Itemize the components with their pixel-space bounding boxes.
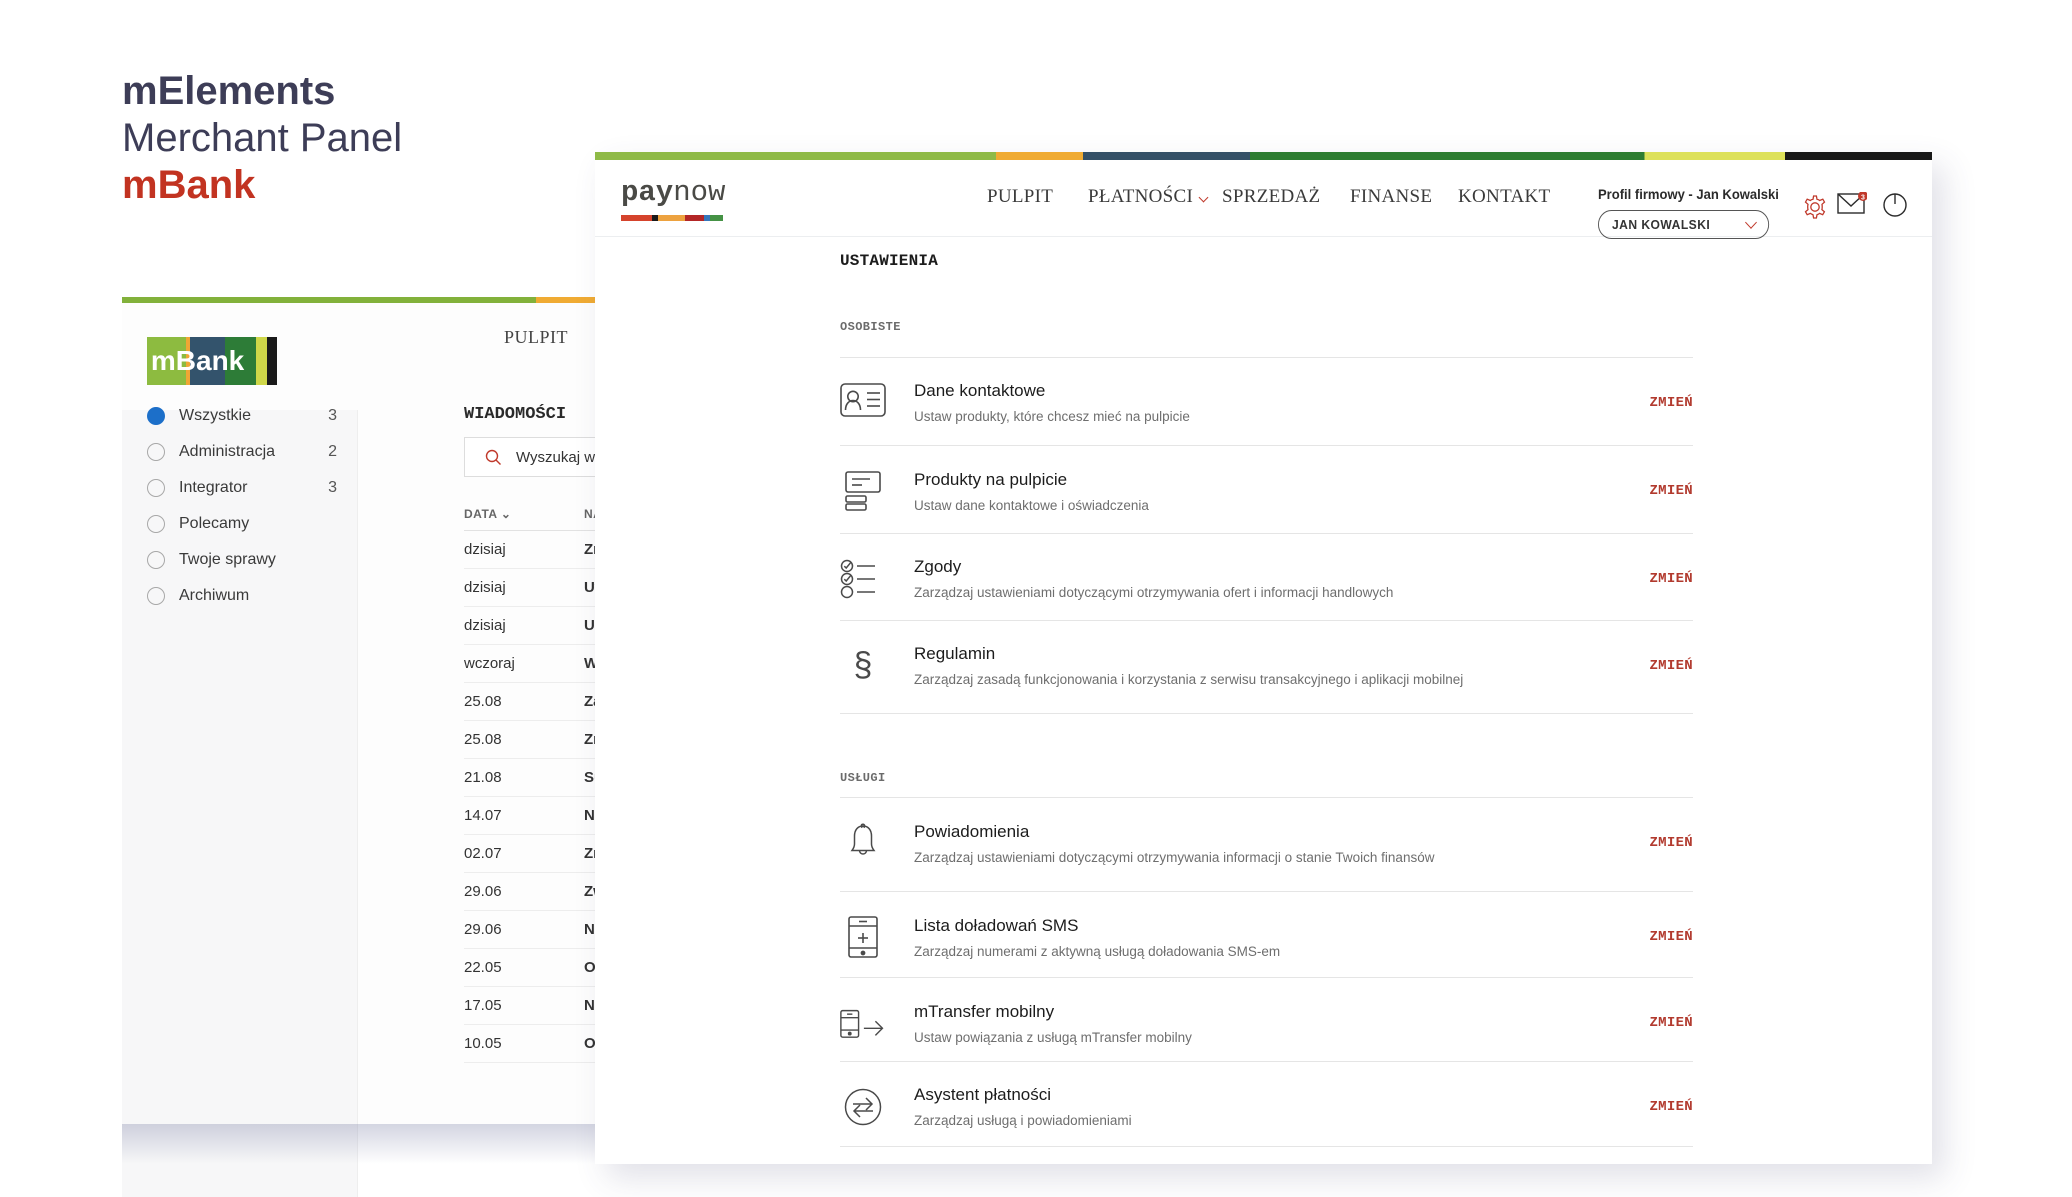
svg-text:3: 3 bbox=[1861, 194, 1865, 201]
